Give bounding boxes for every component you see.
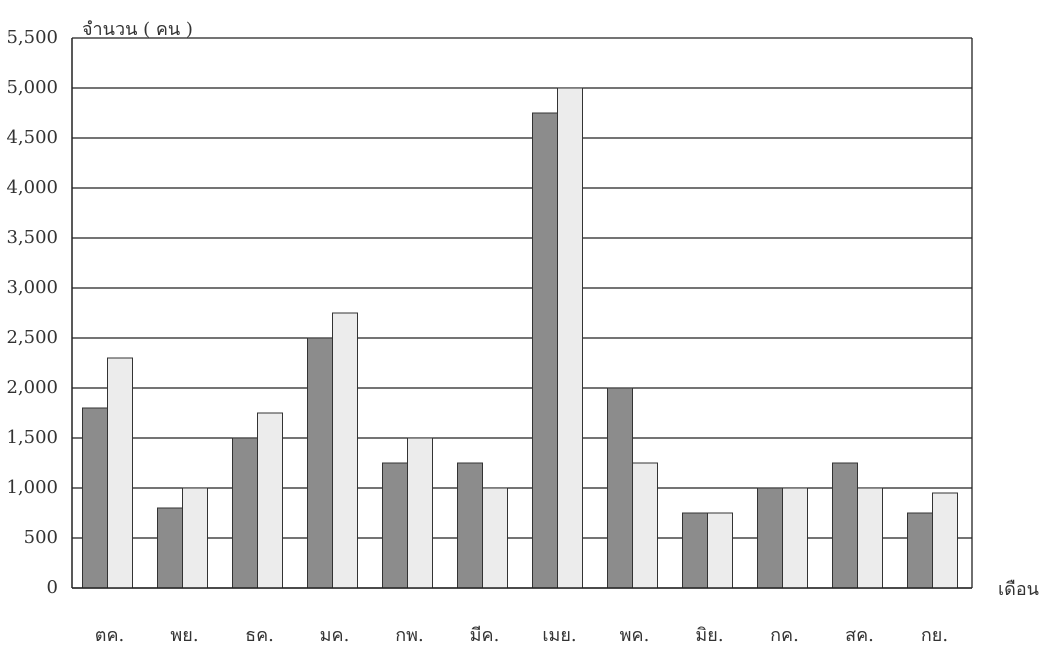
bar [907,512,933,589]
y-axis-label: จำนวน ( คน ) [82,19,193,40]
bar [307,337,333,589]
bar [107,357,133,589]
x-tick-label: ตค. [95,625,124,646]
y-tick-label: 4,000 [6,177,58,198]
bar [932,492,958,589]
y-tick-label: 3,000 [6,277,58,298]
bar [632,462,658,589]
bar [82,407,108,589]
x-tick-label: มค. [320,625,350,646]
y-tick-label: 5,000 [6,77,58,98]
bar [407,437,433,589]
bar [332,312,358,589]
bar [607,387,633,589]
bar [757,487,783,589]
y-tick-label: 3,500 [6,227,58,248]
x-tick-label: กพ. [395,625,424,646]
bar [182,487,208,589]
bar [157,507,183,589]
bar [482,487,508,589]
bar [232,437,258,589]
y-tick-label: 2,500 [6,327,58,348]
x-tick-label: สค. [845,625,874,646]
bar [532,112,558,589]
y-tick-label: 1,000 [6,477,58,498]
x-tick-label: พค. [620,625,650,646]
bar [707,512,733,589]
bar [832,462,858,589]
x-axis-label: เดือน [998,579,1039,600]
bar [857,487,883,589]
x-tick-label: ธค. [245,625,274,646]
y-tick-label: 500 [24,527,58,548]
y-tick-label: 5,500 [6,27,58,48]
y-tick-label: 2,000 [6,377,58,398]
x-tick-label: มิย. [695,625,723,646]
x-tick-label: เมย. [542,625,576,646]
bar [382,462,408,589]
bar [782,487,808,589]
bar [557,87,583,589]
bar [682,512,708,589]
x-tick-label: กค. [770,625,799,646]
x-tick-label: มีค. [470,625,500,646]
bar [257,412,283,589]
bar [457,462,483,589]
x-tick-label: กย. [921,625,948,646]
x-tick-label: พย. [170,625,198,646]
y-tick-label: 4,500 [6,127,58,148]
y-tick-label: 0 [47,577,58,598]
y-tick-label: 1,500 [6,427,58,448]
